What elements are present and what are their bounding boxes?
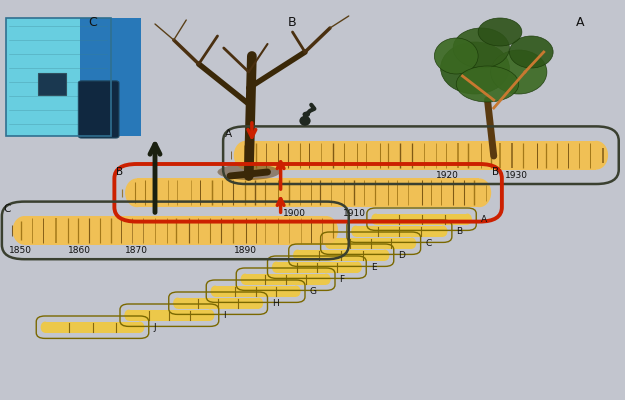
Ellipse shape (509, 36, 553, 68)
Text: 1930: 1930 (505, 171, 528, 180)
Ellipse shape (211, 286, 219, 297)
Ellipse shape (463, 214, 472, 225)
Text: E: E (371, 263, 376, 272)
Ellipse shape (234, 141, 258, 170)
Ellipse shape (408, 238, 416, 249)
Text: C: C (88, 16, 97, 29)
Ellipse shape (217, 164, 280, 180)
FancyBboxPatch shape (129, 310, 210, 321)
Ellipse shape (136, 322, 144, 333)
Ellipse shape (293, 250, 302, 261)
Text: F: F (339, 275, 344, 284)
Text: 1900: 1900 (283, 209, 306, 218)
FancyBboxPatch shape (6, 18, 111, 136)
FancyBboxPatch shape (80, 18, 141, 136)
FancyBboxPatch shape (45, 322, 140, 333)
Ellipse shape (353, 262, 362, 273)
Ellipse shape (381, 250, 389, 261)
FancyBboxPatch shape (298, 250, 385, 261)
Text: A: A (481, 215, 487, 224)
Ellipse shape (41, 322, 49, 333)
Ellipse shape (125, 178, 149, 207)
Ellipse shape (453, 28, 509, 68)
FancyBboxPatch shape (78, 81, 119, 138)
FancyBboxPatch shape (276, 262, 358, 273)
Text: 1890: 1890 (234, 246, 257, 256)
Ellipse shape (351, 226, 360, 237)
Ellipse shape (491, 50, 547, 94)
Text: J: J (153, 323, 156, 332)
Ellipse shape (322, 274, 331, 285)
Ellipse shape (241, 274, 249, 285)
FancyBboxPatch shape (215, 286, 296, 297)
Ellipse shape (456, 66, 519, 102)
Text: C: C (425, 239, 431, 248)
FancyBboxPatch shape (329, 238, 412, 249)
Text: C: C (4, 204, 11, 214)
Text: 1910: 1910 (342, 209, 366, 218)
Ellipse shape (299, 116, 311, 126)
Ellipse shape (254, 298, 263, 309)
FancyBboxPatch shape (137, 178, 479, 207)
Text: H: H (272, 299, 279, 308)
Text: D: D (398, 251, 405, 260)
Ellipse shape (439, 226, 448, 237)
Text: B: B (288, 16, 297, 29)
Text: 1870: 1870 (125, 246, 148, 256)
FancyBboxPatch shape (356, 226, 443, 237)
Text: B: B (116, 167, 123, 177)
Text: A: A (576, 16, 584, 29)
Text: G: G (309, 287, 316, 296)
Ellipse shape (478, 18, 522, 46)
Ellipse shape (371, 214, 380, 225)
Ellipse shape (314, 216, 338, 245)
Text: 1920: 1920 (436, 171, 459, 180)
Text: B: B (492, 167, 499, 177)
Text: A: A (225, 129, 232, 139)
Text: B: B (456, 227, 462, 236)
Ellipse shape (124, 310, 133, 321)
Text: 1860: 1860 (68, 246, 91, 256)
FancyBboxPatch shape (177, 298, 259, 309)
Ellipse shape (584, 141, 608, 170)
Ellipse shape (206, 310, 214, 321)
FancyBboxPatch shape (376, 214, 468, 225)
FancyBboxPatch shape (245, 274, 326, 285)
Text: 1850: 1850 (9, 246, 32, 256)
Ellipse shape (292, 286, 301, 297)
FancyBboxPatch shape (38, 73, 66, 95)
Ellipse shape (468, 178, 491, 207)
FancyBboxPatch shape (246, 141, 596, 170)
FancyBboxPatch shape (24, 216, 326, 245)
Ellipse shape (434, 38, 478, 74)
Ellipse shape (173, 298, 182, 309)
Ellipse shape (12, 216, 36, 245)
Ellipse shape (272, 262, 281, 273)
Ellipse shape (325, 238, 334, 249)
Text: I: I (223, 311, 226, 320)
Ellipse shape (302, 112, 310, 117)
Ellipse shape (441, 42, 509, 94)
